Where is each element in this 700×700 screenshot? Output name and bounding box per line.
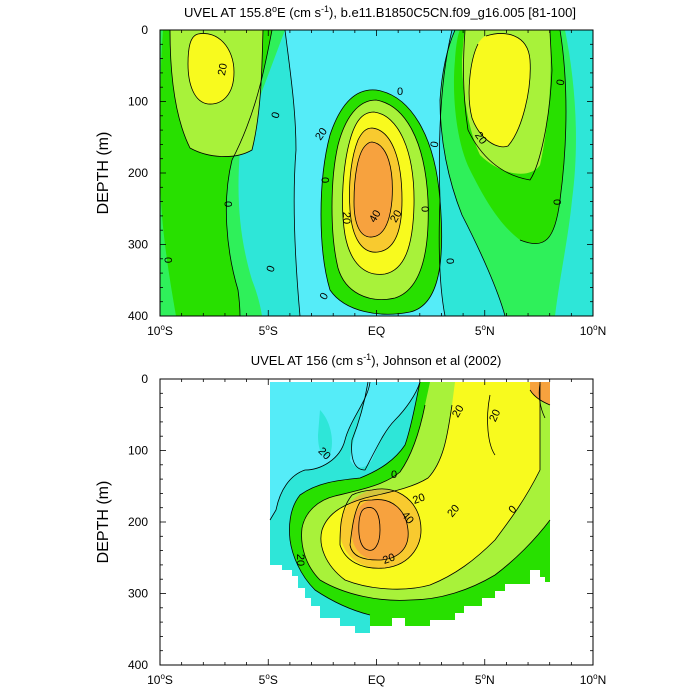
top-contour-label: 0 (163, 257, 175, 263)
top-contour-label: 0 (223, 201, 235, 207)
bottom-fill-core-darkorange (358, 507, 380, 551)
bottom-contour-neg10-center (351, 381, 421, 471)
top-contour-label: 0 (264, 264, 277, 274)
bottom-fill-cyan-light-center (350, 382, 420, 468)
top-contour-lines (169, 30, 567, 316)
top-contour-0-jet (320, 89, 443, 315)
x-tick-label: 5oN (475, 323, 495, 338)
top-contour-label: 0 (429, 140, 442, 148)
bottom-contour-label: 20 (381, 551, 397, 566)
y-tick-label: 300 (128, 587, 148, 601)
top-contour-20-west (187, 33, 235, 105)
top-contour-0-east (439, 30, 506, 316)
bottom-y-axis-label: DEPTH (m) (95, 481, 112, 564)
bottom-contour-label: 20 (450, 403, 467, 420)
top-contour-40-jet (353, 141, 393, 238)
top-contour-label: 0 (318, 291, 331, 302)
bottom-contour-label: 20 (487, 408, 503, 424)
top-contour-label: 20 (313, 126, 330, 143)
top-contour-label: 0 (552, 199, 564, 205)
x-tick-label: 10oN (580, 323, 606, 338)
bottom-contour-20 (320, 382, 541, 590)
bottom-contour-corner-2 (538, 383, 546, 419)
top-contour-label: 0 (555, 78, 568, 86)
top-contour-label: 20 (388, 208, 405, 225)
x-tick-label: 5oS (259, 672, 278, 687)
y-tick-label: 100 (128, 444, 148, 458)
top-fill-west-yellow (188, 33, 234, 105)
y-tick-label: 100 (128, 95, 148, 109)
y-tick-label: 0 (141, 372, 148, 386)
bottom-fill-cyan-light-west (270, 382, 370, 520)
y-tick-label: 400 (128, 309, 148, 323)
top-contour-label: 20 (216, 62, 230, 76)
x-tick-label: 10oS (147, 323, 173, 338)
x-tick-label: 10oN (580, 672, 606, 687)
top-contour-label: 20 (472, 130, 489, 147)
bottom-contour-40 (349, 499, 409, 561)
x-tick-label: EQ (368, 324, 385, 338)
top-contour-label: 0 (270, 111, 283, 120)
top-contour-label: 0 (397, 86, 403, 98)
top-contour-labels: 20 0 0 20 0 0 0 20 40 20 0 0 0 0 20 0 0 … (163, 62, 567, 302)
bottom-contour-neg10-west (269, 381, 371, 521)
top-contour-30-jet (349, 127, 403, 253)
top-title: UVEL AT 155.8oE (cm s-1), b.e11.B1850C5C… (184, 4, 576, 20)
bottom-contour-label: 20 (294, 554, 306, 566)
y-tick-label: 200 (128, 166, 148, 180)
top-contour-label: 40 (367, 208, 384, 225)
top-y-axis-label: DEPTH (m) (95, 132, 112, 215)
bottom-contour-field: 20 20 20 0 20 40 20 20 0 20 (269, 381, 551, 633)
y-tick-label: 400 (128, 658, 148, 672)
x-tick-label: 5oN (475, 672, 495, 687)
top-fill-jet-orange (354, 142, 393, 238)
y-tick-label: 0 (141, 23, 148, 37)
bottom-contour-50 (358, 507, 381, 551)
bottom-fill-cyan-dark-patch (318, 410, 332, 457)
x-tick-label: 5oS (259, 323, 278, 338)
top-contour-20-jet (342, 111, 415, 275)
bottom-contour-0 (289, 381, 421, 616)
top-contour-0-east-outer (519, 30, 567, 244)
top-contour-0-west (225, 30, 273, 316)
bottom-contour-east-lobe (487, 394, 496, 456)
x-tick-label: 10oS (147, 672, 173, 687)
x-tick-label: EQ (368, 673, 385, 687)
y-tick-label: 200 (128, 515, 148, 529)
bottom-title: UVEL AT 156 (cm s-1), Johnson et al (200… (251, 352, 502, 368)
top-panel: UVEL AT 155.8oE (cm s-1), b.e11.B1850C5C… (95, 4, 606, 338)
top-contour-label: 0 (420, 206, 432, 212)
bottom-contour-10 (301, 404, 551, 601)
bottom-fill-cyan-dark-patch2 (378, 436, 399, 460)
bottom-contour-30 (339, 488, 422, 569)
top-contour-10-jet (331, 99, 429, 300)
bottom-contour-lines (269, 381, 551, 616)
bottom-contour-label: 0 (391, 469, 397, 481)
top-contour-field: 20 0 0 20 0 0 0 20 40 20 0 0 0 0 20 0 0 … (160, 30, 593, 316)
bottom-contour-label: 20 (411, 491, 427, 506)
top-contour-label: 0 (445, 258, 457, 264)
top-fill-east-yellow (469, 33, 531, 147)
top-contour-label: 20 (340, 212, 352, 224)
top-contour-neg10-west (284, 30, 301, 316)
top-contour-10-east (463, 30, 553, 181)
top-contour-20-east (468, 33, 531, 148)
bottom-panel: UVEL AT 156 (cm s-1), Johnson et al (200… (95, 352, 606, 687)
y-tick-label: 300 (128, 238, 148, 252)
top-contour-label: 0 (320, 177, 332, 183)
